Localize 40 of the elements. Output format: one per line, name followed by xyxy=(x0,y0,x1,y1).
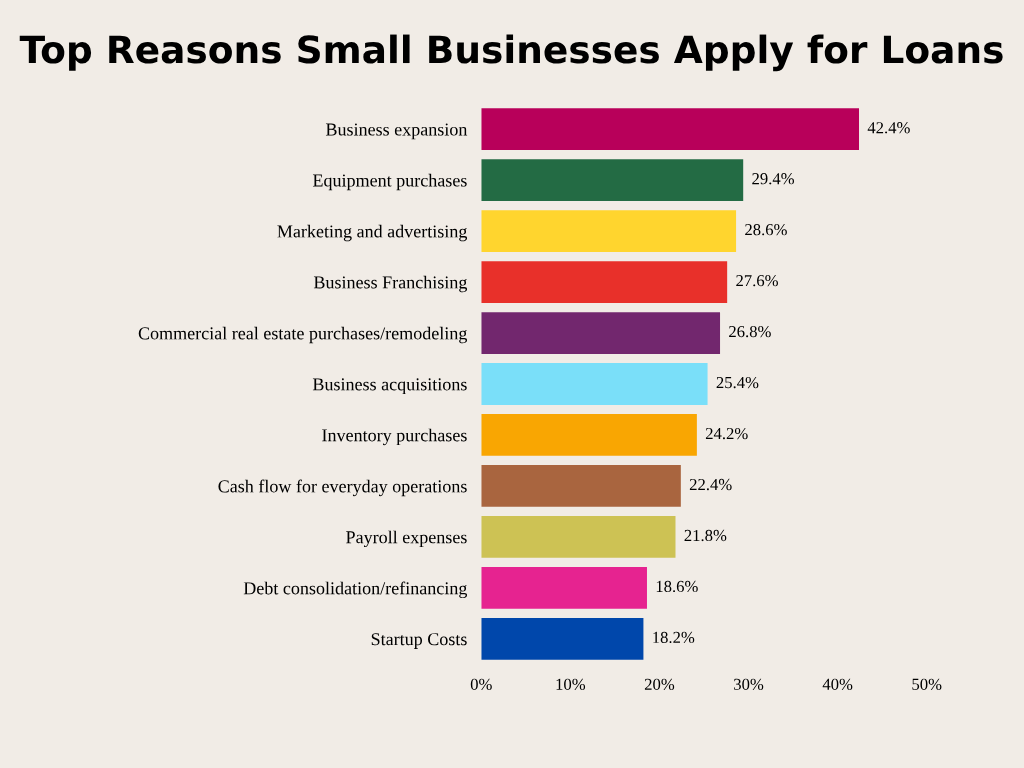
data-label: 18.2% xyxy=(653,631,695,644)
y-tick-label: Marketing and advertising xyxy=(277,224,468,242)
data-label: 24.2% xyxy=(705,427,748,440)
x-tick-label: 10% xyxy=(556,678,586,690)
data-label: 28.6% xyxy=(745,224,787,236)
x-tick-label: 40% xyxy=(822,678,853,690)
data-label: 29.4% xyxy=(752,173,795,185)
bar xyxy=(481,566,647,609)
bar xyxy=(481,363,708,405)
bar xyxy=(481,516,676,558)
bar xyxy=(481,210,737,252)
y-tick-label: Business Franchising xyxy=(313,275,468,293)
y-tick-label: Business expansion xyxy=(325,123,468,140)
y-tick-label: Inventory purchases xyxy=(322,428,467,446)
bar xyxy=(481,465,681,507)
x-tick-label: 30% xyxy=(734,678,764,690)
x-tick-label: 50% xyxy=(912,678,942,690)
data-label: 27.6% xyxy=(736,274,778,287)
bar xyxy=(481,617,644,660)
x-tick-label: 20% xyxy=(644,678,675,690)
y-tick-label: Debt consolidation/refinancing xyxy=(243,581,468,599)
y-tick-label: Commercial real estate purchases/remodeling xyxy=(138,326,468,344)
bar xyxy=(481,108,860,151)
y-tick-label: Equipment purchases xyxy=(312,173,467,191)
data-label: 18.6% xyxy=(656,580,698,593)
y-tick-label: Business acquisitions xyxy=(312,378,467,395)
chart-title: Top Reasons Small Businesses Apply for Loans xyxy=(19,34,1003,72)
data-label: 22.4% xyxy=(689,478,732,491)
data-label: 25.4% xyxy=(716,376,759,389)
bar xyxy=(481,312,721,354)
y-tick-label: Payroll expenses xyxy=(346,530,467,548)
data-label: 42.4% xyxy=(867,122,910,134)
y-tick-label: Startup Costs xyxy=(371,633,467,649)
data-label: 26.8% xyxy=(729,325,771,338)
bar xyxy=(481,159,744,202)
x-tick-label: 0% xyxy=(470,678,492,690)
bar xyxy=(481,414,697,456)
data-label: 21.8% xyxy=(684,529,727,542)
y-tick-label: Cash flow for everyday operations xyxy=(218,479,467,497)
bar xyxy=(481,261,728,303)
